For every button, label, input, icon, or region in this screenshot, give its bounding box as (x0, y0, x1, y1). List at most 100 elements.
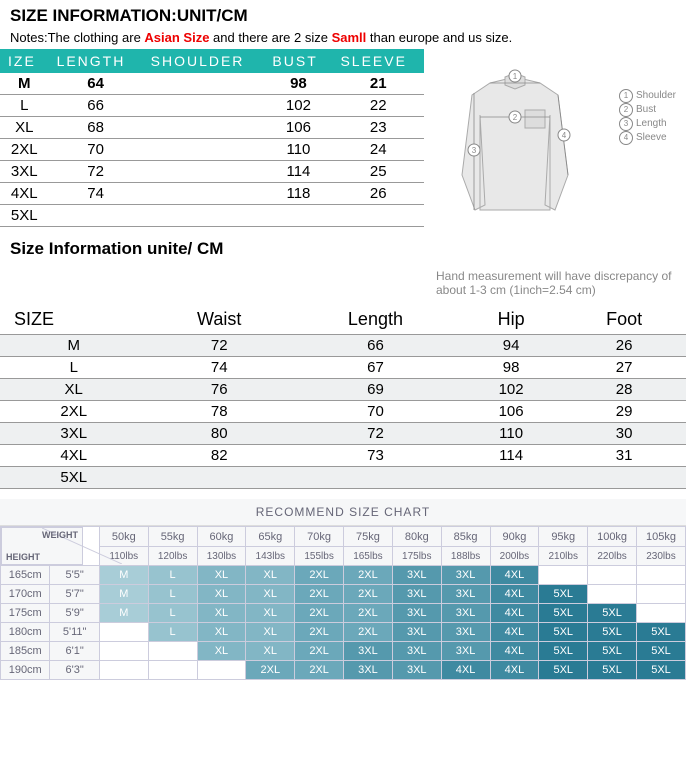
recommend-cell: 3XL (392, 642, 441, 661)
recommend-cell: 5XL (636, 661, 685, 680)
recommend-cell: 5XL (636, 623, 685, 642)
height-ft: 5'7" (50, 585, 99, 604)
notes-text: Notes:The clothing are Asian Size and th… (0, 28, 686, 49)
weight-kg-header: 65kg (246, 527, 295, 547)
table2-cell (460, 467, 562, 489)
recommend-cell: XL (197, 642, 246, 661)
recommend-cell: 3XL (392, 604, 441, 623)
table2-cell (147, 467, 291, 489)
table2-cell: 4XL (0, 445, 147, 467)
table1-cell: 21 (332, 73, 424, 95)
table2-cell: 67 (291, 357, 460, 379)
small-text: Samll (332, 30, 367, 45)
recommend-cell: 4XL (490, 604, 539, 623)
table2-cell: 28 (562, 379, 686, 401)
table2-cell (291, 467, 460, 489)
recommend-cell: 2XL (295, 604, 344, 623)
table1-header: IZE (0, 49, 49, 73)
recommend-cell (539, 566, 588, 585)
weight-lbs-header: 188lbs (441, 547, 490, 566)
table1-cell: 24 (332, 139, 424, 161)
recommend-cell: M (99, 604, 148, 623)
table1-cell: L (0, 95, 49, 117)
table1-cell: 23 (332, 117, 424, 139)
table1-cell: 102 (264, 95, 332, 117)
diagram-legend: 1Shoulder2Bust3Length4Sleeve (619, 89, 676, 145)
recommend-cell (99, 623, 148, 642)
table2-cell: 110 (460, 423, 562, 445)
legend-item: 1Shoulder (619, 89, 676, 103)
table1-cell (143, 139, 265, 161)
weight-kg-header: 105kg (636, 527, 685, 547)
table1-header: LENGTH (49, 49, 143, 73)
recommend-cell: 4XL (441, 661, 490, 680)
table1-cell: 74 (49, 183, 143, 205)
recommend-cell: XL (197, 585, 246, 604)
table1-cell (143, 205, 265, 227)
recommend-cell: 5XL (539, 642, 588, 661)
hand-measurement-note: Hand measurement will have discrepancy o… (426, 265, 686, 305)
recommend-cell: 3XL (392, 661, 441, 680)
table2-cell: 114 (460, 445, 562, 467)
height-cm: 175cm (1, 604, 50, 623)
recommend-cell: 3XL (441, 623, 490, 642)
table1-cell: 72 (49, 161, 143, 183)
recommend-cell: 5XL (539, 623, 588, 642)
weight-lbs-header: 120lbs (148, 547, 197, 566)
weight-kg-header: 85kg (441, 527, 490, 547)
height-weight-corner: WEIGHTHEIGHT (1, 527, 83, 565)
recommend-cell (636, 566, 685, 585)
subtitle: Size Information unite/ CM (0, 231, 233, 265)
table2-header: Hip (460, 305, 562, 335)
recommend-cell (636, 604, 685, 623)
table1-cell: 25 (332, 161, 424, 183)
table1-cell: 64 (49, 73, 143, 95)
recommend-cell: 5XL (539, 604, 588, 623)
svg-text:1: 1 (513, 72, 518, 81)
table1-cell: 26 (332, 183, 424, 205)
recommend-cell: 3XL (441, 604, 490, 623)
recommend-cell (148, 642, 197, 661)
table2-cell (562, 467, 686, 489)
recommend-cell: L (148, 566, 197, 585)
recommend-cell (148, 661, 197, 680)
height-ft: 5'11" (50, 623, 99, 642)
recommend-cell (588, 566, 637, 585)
height-ft: 6'1" (50, 642, 99, 661)
recommend-cell (99, 642, 148, 661)
table1-cell (143, 117, 265, 139)
table1-cell (143, 183, 265, 205)
table1-cell (264, 205, 332, 227)
recommend-cell: 5XL (539, 585, 588, 604)
recommend-cell: 5XL (588, 623, 637, 642)
notes-suffix: than europe and us size. (366, 30, 512, 45)
recommend-cell: L (148, 585, 197, 604)
recommend-cell: XL (197, 566, 246, 585)
svg-text:2: 2 (513, 113, 518, 122)
recommend-size-chart: WEIGHTHEIGHT50kg55kg60kg65kg70kg75kg80kg… (0, 526, 686, 680)
svg-text:4: 4 (562, 131, 567, 140)
table2-cell: 29 (562, 401, 686, 423)
table2-cell: 80 (147, 423, 291, 445)
weight-kg-header: 75kg (344, 527, 393, 547)
recommend-cell: XL (246, 623, 295, 642)
table1-header: BUST (264, 49, 332, 73)
recommend-cell (99, 661, 148, 680)
table1-cell: 106 (264, 117, 332, 139)
weight-lbs-header: 220lbs (588, 547, 637, 566)
table1-cell (143, 95, 265, 117)
recommend-cell: XL (197, 623, 246, 642)
weight-kg-header: 100kg (588, 527, 637, 547)
recommend-cell: 2XL (344, 604, 393, 623)
weight-lbs-header: 200lbs (490, 547, 539, 566)
recommend-cell: 2XL (344, 566, 393, 585)
weight-lbs-header: 165lbs (344, 547, 393, 566)
recommend-cell: 3XL (392, 585, 441, 604)
recommend-cell: 3XL (344, 642, 393, 661)
recommend-cell: 3XL (441, 585, 490, 604)
notes-mid: and there are 2 size (209, 30, 331, 45)
table1-cell: 70 (49, 139, 143, 161)
asian-size: Asian Size (144, 30, 209, 45)
table2-header: Length (291, 305, 460, 335)
weight-lbs-header: 175lbs (392, 547, 441, 566)
